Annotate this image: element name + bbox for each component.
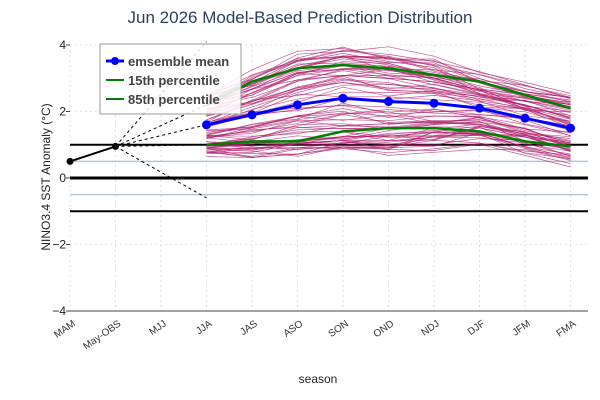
observed-point <box>112 142 119 150</box>
x-tick-label: JFM <box>510 318 532 338</box>
x-tick-label: NDJ <box>419 318 441 338</box>
y-tick-label: −4 <box>52 304 66 318</box>
observed-line <box>69 145 116 163</box>
y-tick-label: 2 <box>59 105 66 119</box>
ensemble-member-line <box>206 53 571 118</box>
ensemble-member-line <box>206 109 571 139</box>
mean-point <box>566 123 575 133</box>
mean-point <box>384 97 393 107</box>
mean-point <box>338 93 348 103</box>
mean-point <box>520 113 530 123</box>
ensemble-member-line <box>206 82 571 128</box>
ensemble-member-line <box>206 110 571 153</box>
ensemble-member-line <box>206 83 571 123</box>
reference-lines <box>70 143 588 213</box>
y-tick-label: 0 <box>59 171 66 185</box>
ensemble-member-line <box>206 91 571 126</box>
x-axis-title: season <box>299 372 338 386</box>
legend-label: 15th percentile <box>128 73 220 88</box>
ensemble-members <box>206 46 571 168</box>
legend: emsemble mean 15th percentile 85th percent… <box>99 43 242 115</box>
mean-point <box>293 100 302 110</box>
legend-marker <box>111 57 119 65</box>
observed-point <box>66 157 74 165</box>
ensemble-member-line <box>206 126 571 149</box>
ensemble-member-line <box>206 132 571 155</box>
mean-point <box>475 103 484 113</box>
ensemble-member-line <box>206 104 571 137</box>
ensemble-member-line <box>206 143 571 158</box>
ensemble-member-line <box>206 111 571 146</box>
series-lines <box>66 41 575 199</box>
x-tick-label: SON <box>327 318 351 339</box>
ensemble-member-line <box>206 112 571 136</box>
ensemble-member-line <box>206 49 571 101</box>
x-tick-label: MJJ <box>147 318 168 338</box>
x-tick-label: JJA <box>194 318 214 337</box>
x-tick-label: OND <box>372 318 397 340</box>
ensemble-member-line <box>206 125 571 149</box>
x-tick-label: MAM <box>52 318 77 340</box>
mean-point <box>247 110 257 120</box>
ensemble-member-line <box>206 114 571 147</box>
ensemble-member-line <box>206 68 571 107</box>
x-tick-label: DJF <box>466 318 487 338</box>
x-tick-label: FMA <box>555 318 579 339</box>
ensemble-member-line <box>206 55 571 102</box>
forecast-fan-line <box>115 104 207 147</box>
ensemble-member-line <box>206 115 571 133</box>
x-tick-label: May-OBS <box>81 318 123 352</box>
mean-point <box>202 120 211 130</box>
y-tick-label: 4 <box>59 38 66 52</box>
ensemble-member-line <box>206 143 571 168</box>
legend-label: emsemble mean <box>128 54 229 69</box>
ensemble-member-line <box>206 70 571 113</box>
ensemble-member-line <box>206 140 571 159</box>
legend-label: 85th percentile <box>128 92 220 107</box>
y-axis-title: NINO3.4 SST Anomaly (°C) <box>39 103 53 250</box>
percentile-line <box>206 126 571 148</box>
y-tick-label: −2 <box>52 238 66 252</box>
chart-title: Jun 2026 Model-Based Prediction Distribu… <box>128 8 473 27</box>
mean-point <box>429 98 439 108</box>
x-tick-label: ASO <box>282 318 306 339</box>
ensemble-member-line <box>206 130 571 160</box>
ensemble-member-line <box>206 48 571 99</box>
x-tick-label: JAS <box>238 318 260 338</box>
ensemble-member-line <box>206 58 571 105</box>
percentile-line <box>205 63 571 110</box>
